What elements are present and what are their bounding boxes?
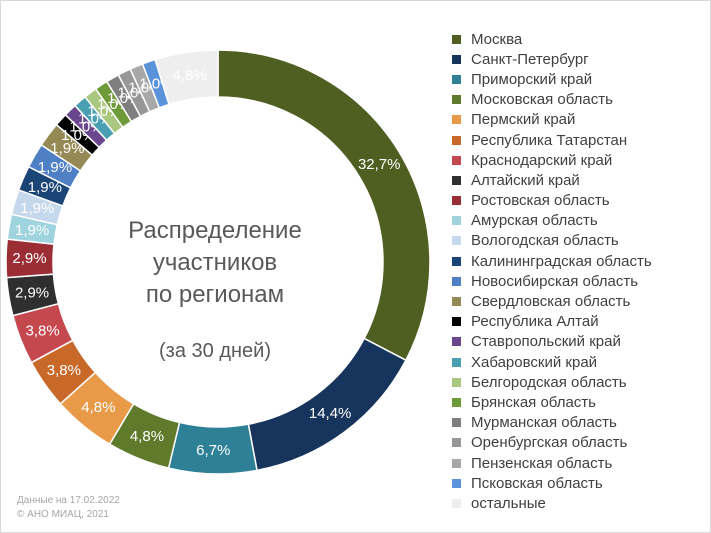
legend-item: Республика Алтай xyxy=(452,312,652,332)
legend-label: Вологодская область xyxy=(471,232,619,250)
legend-swatch xyxy=(452,276,461,286)
legend-label: Пензенская область xyxy=(471,454,613,472)
legend-swatch xyxy=(452,175,461,185)
legend-swatch xyxy=(452,135,461,145)
legend-item: Республика Татарстан xyxy=(452,130,652,150)
legend-swatch xyxy=(452,498,461,508)
legend-label: Хабаровский край xyxy=(471,353,598,371)
copyright-note: © АНО МИАЦ, 2021 xyxy=(17,509,109,520)
legend-swatch xyxy=(452,397,461,407)
legend-swatch xyxy=(452,155,461,165)
slice-label-24: 4,8% xyxy=(173,67,207,84)
legend-label: Республика Алтай xyxy=(471,313,599,331)
legend-label: Новосибирская область xyxy=(471,272,639,290)
legend-swatch xyxy=(452,236,461,246)
legend-label: Пермский край xyxy=(471,111,576,129)
legend-label: Республика Татарстан xyxy=(471,131,628,149)
slice-label-13: 1,9% xyxy=(38,159,72,176)
chart-title: Распределение участников по регионам xyxy=(95,215,335,311)
slice-label-1: 32,7% xyxy=(358,156,401,173)
data-date-note: Данные на 17.02.2022 xyxy=(17,495,120,506)
legend-item: Алтайский край xyxy=(452,170,652,190)
slice-label-5: 4,8% xyxy=(81,399,115,416)
legend-item: Свердловская область xyxy=(452,291,652,311)
legend-item: Пермский край xyxy=(452,110,652,130)
legend-swatch xyxy=(452,297,461,307)
legend-swatch xyxy=(452,418,461,428)
slice-label-9: 2,9% xyxy=(12,250,46,267)
legend-label: Свердловская область xyxy=(471,293,631,311)
legend-item: Амурская область xyxy=(452,211,652,231)
slice-1 xyxy=(217,49,431,362)
legend-item: Московская область xyxy=(452,90,652,110)
legend-swatch xyxy=(452,34,461,44)
legend-label: Приморский край xyxy=(471,70,593,88)
legend-swatch xyxy=(452,377,461,387)
legend-item: Оренбургская область xyxy=(452,433,652,453)
legend-label: Псковская область xyxy=(471,474,603,492)
legend-label: Брянская область xyxy=(471,393,596,411)
legend-label: Ставропольский край xyxy=(471,333,621,351)
slice-label-2: 14,4% xyxy=(309,405,352,422)
legend-label: Краснодарский край xyxy=(471,151,613,169)
legend: Москва Санкт-Петербург Приморский край Моск… xyxy=(452,29,652,514)
legend-label: Московская область xyxy=(471,91,613,109)
legend-item: Белгородская область xyxy=(452,372,652,392)
legend-item: Краснодарский край xyxy=(452,150,652,170)
legend-label: Ростовская область xyxy=(471,192,610,210)
chart-subtitle: (за 30 дней) xyxy=(159,340,271,362)
legend-item: Калининградская область xyxy=(452,251,652,271)
legend-label: Алтайский край xyxy=(471,171,580,189)
legend-swatch xyxy=(452,216,461,226)
chart-title-line-2: участников xyxy=(152,249,278,276)
legend-label: Белгородская область xyxy=(471,373,627,391)
slice-label-8: 2,9% xyxy=(15,284,49,301)
legend-item: Новосибирская область xyxy=(452,271,652,291)
legend-label: Калининградская область xyxy=(471,252,652,270)
chart-title-line-1: Распределение xyxy=(128,217,302,244)
legend-item: остальные xyxy=(452,493,652,513)
legend-swatch xyxy=(452,256,461,266)
slice-label-6: 3,8% xyxy=(47,362,81,379)
legend-swatch xyxy=(452,438,461,448)
legend-label: Санкт-Петербург xyxy=(471,50,589,68)
slice-label-4: 4,8% xyxy=(130,428,164,445)
legend-label: Мурманская область xyxy=(471,414,617,432)
legend-label: Москва xyxy=(471,30,523,48)
slice-24 xyxy=(154,49,219,106)
legend-swatch xyxy=(452,357,461,367)
legend-swatch xyxy=(452,95,461,105)
slice-label-7: 3,8% xyxy=(26,323,60,340)
legend-swatch xyxy=(452,337,461,347)
legend-item: Ростовская область xyxy=(452,191,652,211)
legend-item: Псковская область xyxy=(452,473,652,493)
slice-label-3: 6,7% xyxy=(196,442,230,459)
legend-item: Ставропольский край xyxy=(452,332,652,352)
legend-item: Хабаровский край xyxy=(452,352,652,372)
legend-item: Приморский край xyxy=(452,69,652,89)
legend-item: Мурманская область xyxy=(452,413,652,433)
legend-swatch xyxy=(452,196,461,206)
legend-item: Москва xyxy=(452,29,652,49)
legend-label: остальные xyxy=(471,494,546,512)
legend-item: Санкт-Петербург xyxy=(452,49,652,69)
slice-label-10: 1,9% xyxy=(15,222,49,239)
legend-label: Оренбургская область xyxy=(471,434,628,452)
slice-label-14: 1,9% xyxy=(50,140,84,157)
legend-item: Вологодская область xyxy=(452,231,652,251)
legend-swatch xyxy=(452,458,461,468)
legend-item: Пензенская область xyxy=(452,453,652,473)
slice-label-11: 1,9% xyxy=(20,200,54,217)
legend-swatch xyxy=(452,478,461,488)
legend-item: Брянская область xyxy=(452,392,652,412)
slice-label-12: 1,9% xyxy=(28,179,62,196)
footer: Данные на 17.02.2022 © АНО МИАЦ, 2021 xyxy=(17,494,120,522)
chart-title-line-3: по регионам xyxy=(145,281,285,308)
legend-swatch xyxy=(452,54,461,64)
legend-swatch xyxy=(452,74,461,84)
legend-swatch xyxy=(452,115,461,125)
legend-label: Амурская область xyxy=(471,212,598,230)
legend-swatch xyxy=(452,317,461,327)
